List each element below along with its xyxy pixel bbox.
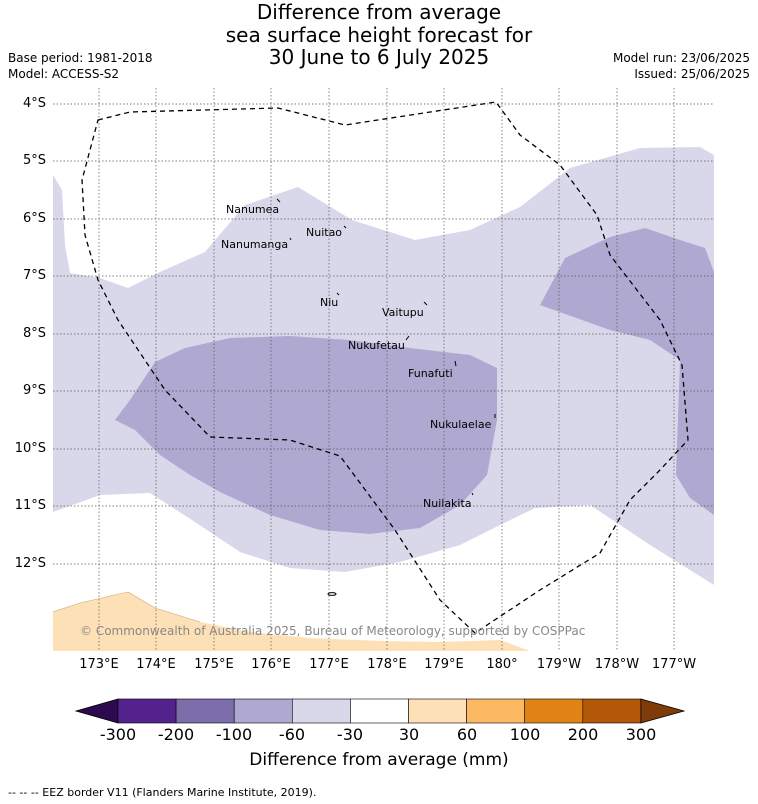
lat-label: 5°S	[22, 153, 46, 168]
colorbar-bin	[291, 698, 351, 724]
model-name: Model: ACCESS-S2	[8, 67, 120, 81]
anomaly-positive-region	[53, 592, 530, 651]
place-label-nuitao: Nuitao	[306, 226, 343, 239]
colorbar-bin	[117, 698, 177, 724]
copyright-notice: © Commonwealth of Australia 2025, Bureau…	[80, 624, 586, 638]
lat-label: 10°S	[14, 441, 46, 456]
anomaly-medium-region-central	[115, 336, 497, 534]
lon-label: 174°E	[136, 657, 176, 672]
lat-label: 11°S	[14, 498, 46, 513]
lat-label: 9°S	[22, 383, 46, 398]
base-period: Base period: 1981-2018	[8, 51, 153, 65]
colorbar-bin	[466, 698, 526, 724]
place-label-vaitupu: Vaitupu	[382, 306, 424, 319]
lat-label: 6°S	[22, 211, 46, 226]
lat-label: 8°S	[22, 326, 46, 341]
lon-label: 180°	[486, 657, 518, 672]
colorbar-bin	[524, 698, 584, 724]
colorbar-bin	[175, 698, 235, 724]
colorbar-tick: -60	[278, 725, 306, 744]
colorbar-extend-high	[640, 698, 686, 724]
place-label-niu: Niu	[320, 296, 339, 309]
colorbar-bin	[350, 698, 409, 724]
anomaly-medium-region-east	[540, 228, 714, 515]
lat-label: 7°S	[22, 268, 46, 283]
colorbar-bin	[408, 698, 467, 724]
issued-date: Issued: 25/06/2025	[634, 67, 750, 81]
colorbar-tick: 60	[456, 725, 478, 744]
place-label-nukulaelae: Nukulaelae	[430, 418, 492, 431]
colorbar-bin	[582, 698, 642, 724]
colorbar-tick: 30	[398, 725, 420, 744]
colorbar-tick: -200	[157, 725, 195, 744]
island-marks	[276, 198, 496, 596]
place-label-nukufetau: Nukufetau	[348, 339, 405, 352]
title-line-2: sea surface height forecast for	[225, 22, 533, 47]
lon-label: 173°E	[79, 657, 119, 672]
colorbar-extend-low	[74, 698, 119, 724]
colorbar-tick: 200	[567, 725, 599, 744]
colorbar-title: Difference from average (mm)	[249, 750, 509, 770]
lon-label: 175°E	[194, 657, 234, 672]
lon-label: 178°E	[367, 657, 407, 672]
eez-border	[81, 101, 689, 634]
colorbar-tick: 100	[509, 725, 541, 744]
place-label-nuilakita: Nuilakita	[423, 497, 472, 510]
grid-lines	[53, 88, 714, 651]
colorbar-tick: -30	[336, 725, 364, 744]
place-label-nanumea: Nanumea	[226, 203, 280, 216]
colorbar-tick: -100	[215, 725, 253, 744]
lon-label: 176°E	[251, 657, 291, 672]
place-label-funafuti: Funafuti	[408, 367, 453, 380]
title-line-1: Difference from average	[256, 0, 502, 24]
lat-label: 4°S	[22, 96, 46, 111]
lon-label: 177°E	[309, 657, 349, 672]
lon-label: 179°W	[536, 657, 582, 672]
colorbar-bin	[233, 698, 293, 724]
colorbar-tick: -300	[99, 725, 137, 744]
eez-legend-note: -- -- -- EEZ border V11 (Flanders Marine…	[8, 786, 317, 799]
colorbar-tick: 300	[625, 725, 657, 744]
lat-label: 12°S	[14, 556, 46, 571]
lon-label: 178°W	[594, 657, 640, 672]
place-label-nanumanga: Nanumanga	[221, 238, 289, 251]
lon-label: 179°E	[424, 657, 464, 672]
lon-label: 177°W	[651, 657, 697, 672]
model-run: Model run: 23/06/2025	[612, 51, 750, 65]
colorbar	[74, 698, 686, 724]
title-line-3: 30 June to 6 July 2025	[268, 45, 490, 69]
